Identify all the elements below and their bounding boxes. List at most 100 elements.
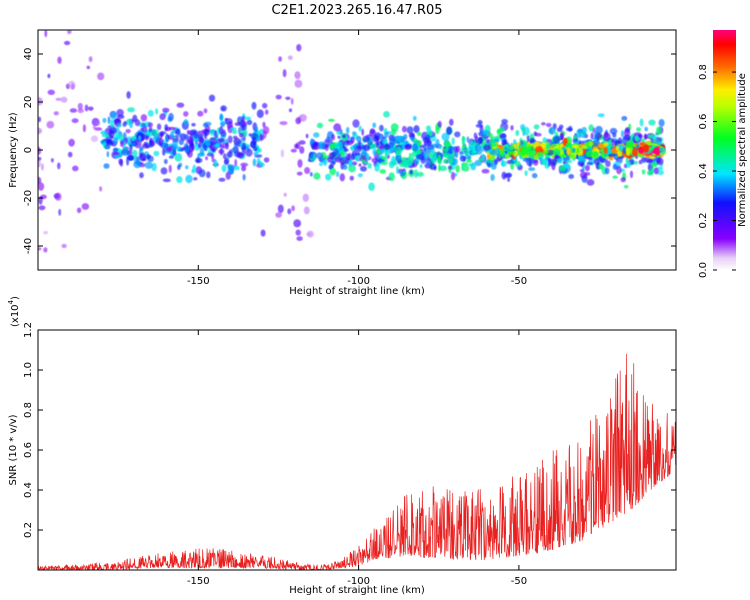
heatmap-blob-3 bbox=[355, 152, 361, 156]
heatmap-blob-1 bbox=[165, 135, 169, 143]
heatmap-blob-3 bbox=[395, 154, 403, 162]
heatmap-blob-3 bbox=[309, 152, 314, 159]
heatmap-blob-0 bbox=[72, 165, 79, 172]
heatmap-blob-2 bbox=[305, 133, 309, 139]
heatmap-blob-1 bbox=[227, 167, 234, 175]
heatmap-blob-3 bbox=[475, 124, 483, 128]
heatmap-blob-3 bbox=[322, 160, 328, 165]
heatmap-blob-1 bbox=[133, 160, 142, 169]
heatmap-blob-3 bbox=[614, 155, 618, 159]
heatmap-blob-1 bbox=[232, 129, 238, 135]
heatmap-blob-3 bbox=[357, 173, 363, 178]
heatmap-blob-1 bbox=[141, 122, 147, 128]
snr-y-axis-label: SNR (10 * v/v) bbox=[8, 414, 19, 485]
heatmap-blob-3 bbox=[586, 161, 594, 166]
snr-x-axis-label: Height of straight line (km) bbox=[289, 585, 425, 596]
heatmap-blob-0 bbox=[68, 80, 76, 90]
heatmap-blob-1 bbox=[241, 115, 245, 123]
heatmap-blob-2 bbox=[294, 71, 301, 80]
heatmap-blob-2 bbox=[298, 140, 306, 145]
heatmap-blob-0 bbox=[38, 127, 43, 135]
heatmap-blob-1 bbox=[162, 178, 171, 183]
heatmap-blob-4 bbox=[600, 147, 605, 156]
heatmap-blob-3 bbox=[462, 136, 466, 142]
heatmap-blob-3 bbox=[313, 172, 321, 180]
heatmap-blob-3 bbox=[455, 164, 460, 173]
heatmap-blob-1 bbox=[242, 174, 246, 181]
heatmap-blob-3 bbox=[605, 160, 611, 167]
heatmap-blob-1 bbox=[196, 130, 204, 139]
heatmap-blob-1 bbox=[112, 137, 119, 145]
heatmap-blob-3 bbox=[559, 132, 565, 140]
heatmap-blob-3 bbox=[441, 132, 450, 141]
heatmap-blob-1 bbox=[139, 172, 144, 179]
heatmap-blob-3 bbox=[325, 173, 332, 181]
heatmap-blob-3 bbox=[501, 158, 505, 167]
y-tick-label: -40 bbox=[23, 238, 34, 254]
heatmap-blob-1 bbox=[256, 109, 264, 118]
heatmap-blob-3 bbox=[350, 136, 355, 144]
heatmap-blob-4 bbox=[632, 148, 638, 157]
heatmap-blob-3 bbox=[522, 157, 530, 162]
heatmap-blob-3 bbox=[624, 185, 629, 189]
heatmap-blob-1 bbox=[194, 157, 203, 163]
heatmap-blob-3 bbox=[646, 159, 654, 163]
heatmap-blob-3 bbox=[406, 126, 414, 134]
heatmap-blob-3 bbox=[568, 174, 575, 179]
heatmap-blob-0 bbox=[47, 89, 55, 96]
heatmap-blob-1 bbox=[221, 164, 227, 173]
heatmap-blob-3 bbox=[625, 127, 630, 133]
heatmap-blob-3 bbox=[313, 132, 320, 138]
heatmap-blob-1 bbox=[206, 171, 211, 179]
heatmap-blob-3 bbox=[482, 129, 488, 135]
heatmap-blob-3 bbox=[430, 155, 438, 163]
heatmap-blob-3 bbox=[383, 111, 390, 118]
heatmap-blob-4 bbox=[603, 146, 608, 154]
heatmap-blob-3 bbox=[350, 153, 356, 161]
heatmap-blob-3 bbox=[401, 143, 406, 151]
heatmap-blob-3 bbox=[412, 143, 419, 152]
heatmap-blob-3 bbox=[510, 125, 514, 131]
heatmap-blob-2 bbox=[296, 236, 303, 242]
colorbar-tick-label: 0.0 bbox=[698, 262, 709, 278]
heatmap-blob-3 bbox=[656, 126, 662, 136]
heatmap-blob-3 bbox=[437, 154, 441, 163]
heatmap-blob-3 bbox=[439, 165, 447, 172]
heatmap-blob-1 bbox=[241, 121, 248, 127]
heatmap-blob-1 bbox=[125, 129, 131, 134]
heatmap-blob-3 bbox=[533, 159, 539, 166]
heatmap-blob-1 bbox=[123, 140, 127, 147]
heatmap-blob-1 bbox=[252, 158, 257, 167]
heatmap-blob-0 bbox=[71, 118, 79, 124]
heatmap-blob-3 bbox=[437, 120, 442, 128]
heatmap-blob-3 bbox=[342, 134, 346, 139]
heatmap-blob-3 bbox=[331, 134, 335, 141]
heatmap-blob-1 bbox=[132, 114, 138, 122]
heatmap-blob-3 bbox=[644, 126, 648, 132]
heatmap-blob-3 bbox=[490, 174, 495, 181]
heatmap-blob-0 bbox=[60, 96, 68, 103]
heatmap-blob-1 bbox=[138, 135, 142, 141]
heatmap-blob-1 bbox=[244, 116, 252, 121]
heatmap-blob-3 bbox=[657, 166, 663, 171]
heatmap-blob-3 bbox=[388, 172, 395, 182]
heatmap-blob-3 bbox=[616, 165, 622, 175]
heatmap-blob-1 bbox=[144, 161, 153, 169]
heatmap-blob-3 bbox=[450, 171, 456, 181]
heatmap-blob-3 bbox=[588, 124, 594, 132]
y-tick-label: 40 bbox=[23, 48, 34, 61]
heatmap-blob-1 bbox=[130, 135, 136, 142]
heatmap-blob-4 bbox=[597, 143, 605, 149]
heatmap-blob-1 bbox=[241, 165, 247, 172]
heatmap-blob-3 bbox=[636, 127, 642, 132]
x-tick-label: -100 bbox=[347, 276, 370, 287]
heatmap-blob-1 bbox=[227, 135, 233, 144]
heatmap-blob-3 bbox=[448, 165, 452, 170]
heatmap-blob-4 bbox=[617, 150, 622, 157]
heatmap-blob-3 bbox=[481, 153, 486, 162]
heatmap-blob-3 bbox=[653, 167, 659, 175]
heatmap-blob-1 bbox=[199, 147, 205, 155]
heatmap-blob-3 bbox=[609, 127, 618, 135]
heatmap-blob-2 bbox=[303, 206, 310, 215]
heatmap-blob-3 bbox=[342, 164, 348, 170]
